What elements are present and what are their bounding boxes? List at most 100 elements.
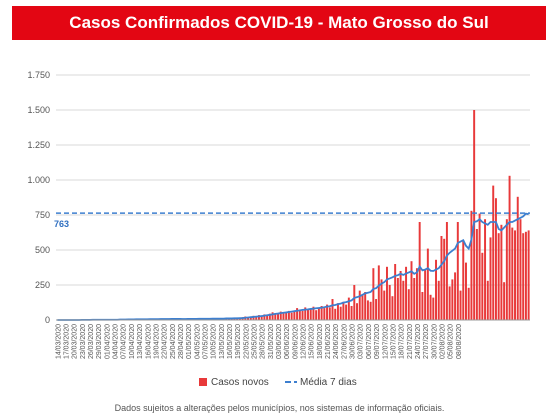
- bar: [511, 227, 514, 320]
- bar: [473, 110, 476, 320]
- x-tick-label: 10/04/2020: [129, 324, 136, 359]
- bar: [505, 219, 508, 320]
- y-tick-label: 1.500: [27, 105, 50, 115]
- chart-title-banner: Casos Confirmados COVID-19 - Mato Grosso…: [12, 6, 546, 40]
- x-tick-label: 22/05/2020: [243, 324, 250, 359]
- bar: [519, 219, 522, 320]
- x-tick-label: 28/05/2020: [260, 324, 267, 359]
- bar: [252, 315, 255, 320]
- x-tick-label: 22/04/2020: [162, 324, 169, 359]
- bar: [456, 222, 459, 320]
- bar: [285, 311, 288, 320]
- bar: [494, 198, 497, 320]
- x-tick-label: 25/05/2020: [252, 324, 259, 359]
- x-tick-label: 27/07/2020: [423, 324, 430, 359]
- x-tick-label: 19/05/2020: [235, 324, 242, 359]
- bar: [383, 290, 386, 320]
- bar: [396, 278, 399, 320]
- bar: [394, 264, 397, 320]
- x-tick-label: 19/04/2020: [153, 324, 160, 359]
- bar: [465, 262, 467, 320]
- bar: [328, 307, 331, 320]
- bar: [426, 248, 429, 320]
- x-tick-label: 18/06/2020: [317, 324, 324, 359]
- bar: [448, 286, 451, 320]
- bar: [429, 294, 432, 320]
- x-tick-label: 28/04/2020: [178, 324, 185, 359]
- bar: [418, 222, 421, 320]
- bar: [255, 316, 258, 320]
- bar: [380, 279, 383, 320]
- bar: [451, 279, 454, 320]
- bar: [399, 271, 402, 320]
- y-tick-label: 0: [45, 315, 50, 325]
- bar: [407, 289, 410, 320]
- x-tick-label: 30/06/2020: [350, 324, 357, 359]
- bar: [516, 196, 519, 320]
- x-tick-label: 14/03/2020: [55, 324, 62, 359]
- y-tick-label: 500: [35, 245, 50, 255]
- legend-swatch-casos-novos: [199, 378, 207, 386]
- x-tick-label: 01/05/2020: [186, 324, 193, 359]
- bar: [478, 213, 481, 320]
- bar: [440, 236, 443, 320]
- bar: [301, 310, 304, 320]
- bar: [350, 306, 353, 320]
- bar: [312, 306, 315, 320]
- footnote: Dados sujeitos a alterações pelos municí…: [114, 403, 445, 413]
- x-tick-label: 24/07/2020: [415, 324, 422, 359]
- bar: [296, 308, 299, 320]
- bar: [388, 285, 391, 320]
- y-tick-label: 1.750: [27, 70, 50, 80]
- x-tick-label: 20/03/2020: [72, 324, 79, 359]
- x-tick-label: 06/06/2020: [284, 324, 291, 359]
- bar: [443, 238, 446, 320]
- x-tick-label: 15/06/2020: [309, 324, 316, 359]
- bar: [410, 261, 413, 320]
- bar: [334, 308, 337, 320]
- bar: [377, 265, 380, 320]
- x-tick-label: 23/03/2020: [80, 324, 87, 359]
- bar: [361, 294, 364, 320]
- bar: [257, 315, 260, 320]
- bar: [336, 303, 339, 320]
- bar: [497, 233, 500, 320]
- bar: [298, 310, 301, 320]
- bar: [260, 315, 263, 320]
- chart-title: Casos Confirmados COVID-19 - Mato Grosso…: [69, 13, 489, 32]
- bar: [489, 237, 492, 320]
- bar: [317, 307, 320, 320]
- y-tick-label: 250: [35, 280, 50, 290]
- x-tick-label: 31/05/2020: [268, 324, 275, 359]
- bar: [437, 280, 440, 320]
- bar: [500, 224, 503, 320]
- bar: [454, 272, 457, 320]
- x-tick-label: 13/04/2020: [137, 324, 144, 359]
- bar: [459, 290, 462, 320]
- legend-label-casos-novos: Casos novos: [211, 377, 269, 388]
- bar: [364, 292, 367, 320]
- x-tick-label: 13/05/2020: [219, 324, 226, 359]
- bar: [266, 314, 269, 320]
- bar: [304, 307, 307, 320]
- bar: [486, 280, 489, 320]
- bar: [424, 269, 427, 320]
- x-tick-label: 12/07/2020: [382, 324, 389, 359]
- x-tick-label: 17/03/2020: [64, 324, 71, 359]
- x-tick-label: 09/07/2020: [374, 324, 381, 359]
- bar: [508, 175, 511, 320]
- x-tick-label: 12/06/2020: [301, 324, 308, 359]
- bar: [527, 230, 530, 320]
- x-tick-label: 10/05/2020: [211, 324, 218, 359]
- bar: [366, 300, 369, 320]
- x-tick-label: 07/04/2020: [121, 324, 128, 359]
- x-tick-label: 25/04/2020: [170, 324, 177, 359]
- bar: [342, 301, 345, 320]
- bar: [347, 297, 350, 320]
- bar: [372, 268, 375, 320]
- bar: [309, 308, 312, 320]
- x-tick-label: 21/06/2020: [325, 324, 332, 359]
- x-tick-label: 15/07/2020: [390, 324, 397, 359]
- bar: [386, 266, 388, 320]
- bar: [358, 290, 361, 320]
